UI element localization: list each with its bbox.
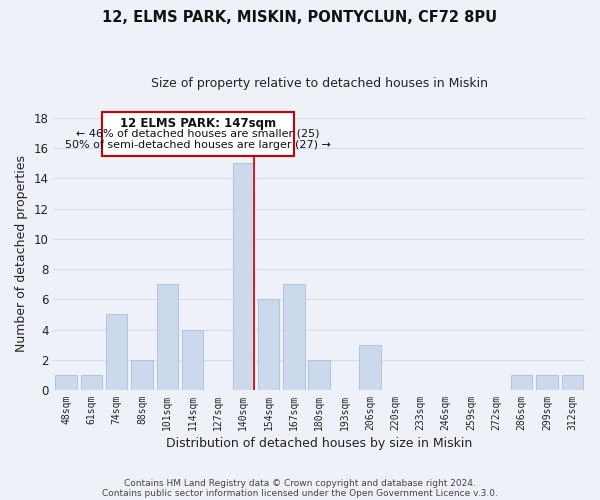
FancyBboxPatch shape bbox=[101, 112, 294, 156]
Text: Contains public sector information licensed under the Open Government Licence v.: Contains public sector information licen… bbox=[102, 488, 498, 498]
Bar bbox=[182, 330, 203, 390]
Bar bbox=[536, 375, 558, 390]
Y-axis label: Number of detached properties: Number of detached properties bbox=[15, 156, 28, 352]
Text: 12, ELMS PARK, MISKIN, PONTYCLUN, CF72 8PU: 12, ELMS PARK, MISKIN, PONTYCLUN, CF72 8… bbox=[103, 10, 497, 25]
Bar bbox=[511, 375, 532, 390]
Text: ← 46% of detached houses are smaller (25): ← 46% of detached houses are smaller (25… bbox=[76, 128, 319, 138]
Bar bbox=[157, 284, 178, 390]
Bar bbox=[106, 314, 127, 390]
Bar bbox=[283, 284, 305, 390]
Bar bbox=[80, 375, 102, 390]
Bar bbox=[359, 344, 380, 390]
Bar bbox=[308, 360, 330, 390]
Text: 50% of semi-detached houses are larger (27) →: 50% of semi-detached houses are larger (… bbox=[65, 140, 331, 150]
Title: Size of property relative to detached houses in Miskin: Size of property relative to detached ho… bbox=[151, 78, 488, 90]
Bar bbox=[258, 300, 280, 390]
X-axis label: Distribution of detached houses by size in Miskin: Distribution of detached houses by size … bbox=[166, 437, 472, 450]
Text: Contains HM Land Registry data © Crown copyright and database right 2024.: Contains HM Land Registry data © Crown c… bbox=[124, 478, 476, 488]
Bar bbox=[233, 164, 254, 390]
Bar bbox=[131, 360, 153, 390]
Bar bbox=[562, 375, 583, 390]
Text: 12 ELMS PARK: 147sqm: 12 ELMS PARK: 147sqm bbox=[119, 118, 276, 130]
Bar bbox=[55, 375, 77, 390]
